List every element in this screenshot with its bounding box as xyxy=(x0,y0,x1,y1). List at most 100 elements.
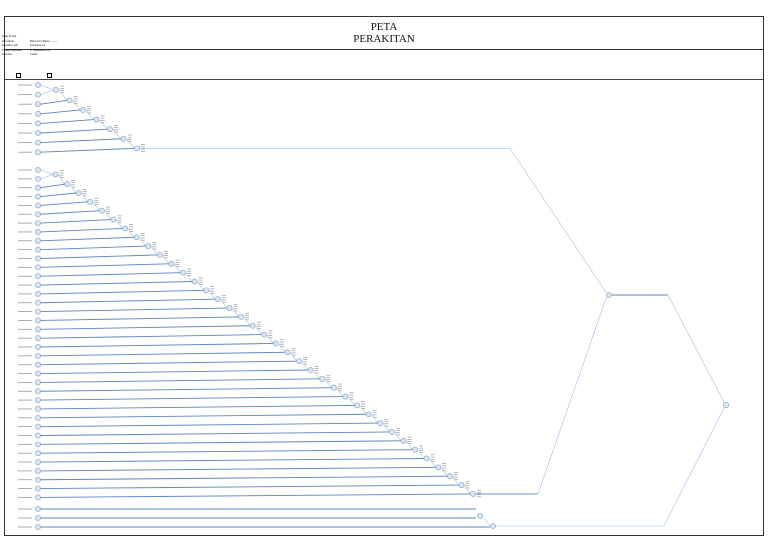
part-label xyxy=(18,399,32,401)
annotation-mark xyxy=(453,472,458,473)
annotation-mark xyxy=(256,328,261,329)
connector-line xyxy=(185,272,193,282)
connector-line xyxy=(112,128,122,139)
annotation-mark xyxy=(129,231,134,232)
annotation-mark xyxy=(279,346,284,347)
joint-node xyxy=(470,491,476,497)
page-title-line-1: PETA xyxy=(370,21,398,33)
annotation-mark xyxy=(314,366,319,367)
part-node xyxy=(35,485,41,492)
joint-node xyxy=(284,349,291,356)
annotation-mark xyxy=(152,242,157,243)
annotation-mark xyxy=(349,392,354,394)
part-label xyxy=(18,320,32,321)
annotation-mark xyxy=(303,361,308,363)
annotation-mark xyxy=(152,244,157,245)
annotation-mark xyxy=(221,297,226,299)
part-node xyxy=(35,264,41,271)
connector-line xyxy=(40,245,146,251)
annotation-mark xyxy=(453,476,458,478)
annotation-mark xyxy=(384,423,389,425)
connector-line xyxy=(266,334,274,344)
annotation-mark xyxy=(82,195,87,197)
annotation-mark xyxy=(314,370,319,372)
checkbox-proposed[interactable] xyxy=(47,73,52,78)
connector-line xyxy=(40,484,459,490)
annotation-mark xyxy=(407,439,412,440)
part-node xyxy=(35,450,41,457)
part-node xyxy=(35,175,41,182)
part-label xyxy=(18,526,32,528)
annotation-mark xyxy=(372,410,377,411)
annotation-mark xyxy=(210,290,215,292)
connector-line xyxy=(40,147,135,153)
connector-line xyxy=(40,128,108,134)
connector-line xyxy=(40,458,425,463)
annotation-mark xyxy=(395,434,400,436)
joint-node xyxy=(98,207,105,214)
annotation-mark xyxy=(105,213,110,214)
part-label xyxy=(18,452,32,454)
annotation-mark xyxy=(60,92,65,93)
joint-node xyxy=(400,437,407,444)
annotation-mark xyxy=(87,108,92,109)
annotation-mark xyxy=(430,454,435,456)
annotation-mark xyxy=(117,215,122,217)
annotation-mark xyxy=(71,186,76,188)
part-label xyxy=(18,258,32,259)
joint-node xyxy=(388,429,395,435)
connector-line xyxy=(417,449,425,459)
annotation-mark xyxy=(384,425,389,427)
connector-line xyxy=(98,119,108,130)
part-label xyxy=(18,311,32,312)
annotation-mark xyxy=(361,405,366,407)
part-node xyxy=(35,246,41,253)
annotation-mark xyxy=(114,125,119,126)
connector-line xyxy=(125,138,135,149)
annotation-mark xyxy=(140,239,145,241)
part-node xyxy=(35,167,41,173)
joint-node xyxy=(226,305,233,311)
part-node xyxy=(35,299,41,306)
part-label xyxy=(18,249,32,251)
connector-line xyxy=(40,396,343,401)
info-value: Bintal Kacu Bunas ........... xyxy=(30,39,58,43)
annotation-mark xyxy=(71,184,76,186)
part-node xyxy=(35,352,41,359)
annotation-mark xyxy=(419,450,424,451)
annotation-mark xyxy=(291,350,296,352)
connector-line xyxy=(40,272,181,277)
connector-line xyxy=(394,431,402,441)
connector-line xyxy=(40,169,53,175)
part-label xyxy=(18,426,32,428)
part-label xyxy=(18,302,32,304)
annotation-mark xyxy=(337,385,342,387)
annotation-mark xyxy=(268,337,273,338)
connector-line xyxy=(40,174,53,180)
part-label xyxy=(18,222,32,224)
connector-line xyxy=(57,174,65,185)
annotation-mark xyxy=(163,253,168,254)
annotation-mark xyxy=(384,419,389,420)
checkbox-current[interactable] xyxy=(16,73,21,78)
connector-line xyxy=(40,84,54,91)
annotation-mark xyxy=(60,90,65,91)
connector-line xyxy=(359,405,367,415)
annotation-mark xyxy=(326,374,331,376)
joint-node xyxy=(75,190,82,196)
annotation-mark xyxy=(59,170,64,172)
connector-line xyxy=(40,475,448,481)
annotation-mark xyxy=(349,396,354,398)
annotation-mark xyxy=(114,127,119,128)
annotation-mark xyxy=(187,275,192,276)
connector-line xyxy=(40,343,274,348)
joint-node xyxy=(180,269,186,276)
annotation-mark xyxy=(94,202,99,203)
part-label xyxy=(18,142,32,143)
info-row: Sekarang Usulan xyxy=(2,53,57,58)
part-node xyxy=(35,139,41,146)
connector-line xyxy=(40,378,320,383)
part-node xyxy=(35,211,41,218)
joint-node xyxy=(93,116,100,123)
annotation-mark xyxy=(71,182,76,183)
